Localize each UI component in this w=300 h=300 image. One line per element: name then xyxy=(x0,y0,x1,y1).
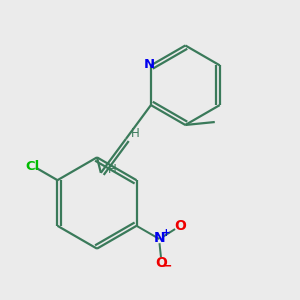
Text: H: H xyxy=(131,127,140,140)
Text: +: + xyxy=(162,228,170,238)
Text: O: O xyxy=(174,219,186,233)
Text: H: H xyxy=(108,164,116,176)
Text: Cl: Cl xyxy=(25,160,39,173)
Text: −: − xyxy=(162,260,173,273)
Text: O: O xyxy=(155,256,167,270)
Text: N: N xyxy=(144,58,155,71)
Text: N: N xyxy=(154,231,165,245)
